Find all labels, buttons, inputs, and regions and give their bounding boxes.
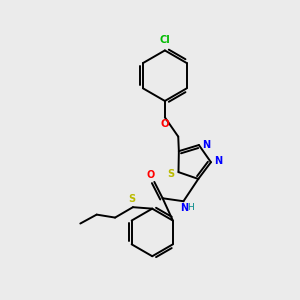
Text: O: O (147, 170, 155, 180)
Text: H: H (188, 203, 194, 212)
Text: S: S (167, 169, 174, 179)
Text: O: O (160, 119, 169, 129)
Text: N: N (202, 140, 211, 150)
Text: N: N (180, 203, 188, 213)
Text: S: S (128, 194, 135, 204)
Text: Cl: Cl (160, 35, 170, 45)
Text: N: N (214, 156, 223, 166)
